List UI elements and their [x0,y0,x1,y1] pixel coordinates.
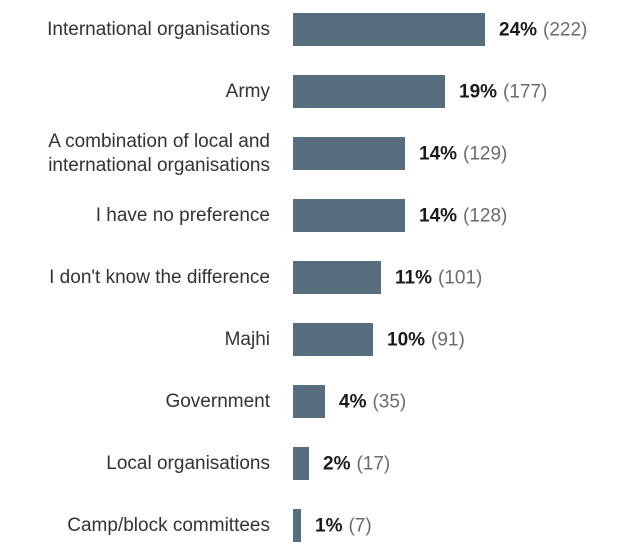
value-label-0: 24% (222) [499,19,587,40]
percent-label-8: 1% [315,515,343,536]
count-label-1: (177) [503,81,547,102]
category-label-6: Government [165,391,270,412]
count-label-7: (17) [356,453,390,474]
category-label-0: International organisations [47,19,270,40]
percent-label-3: 14% [419,205,457,226]
percent-label-7: 2% [323,453,351,474]
bar-8 [293,509,301,542]
category-label-7: Local organisations [106,453,270,474]
bar-7 [293,447,309,480]
category-label-1: Army [226,81,271,102]
value-label-6: 4% (35) [339,391,406,412]
value-label-7: 2% (17) [323,453,390,474]
count-label-8: (7) [348,515,371,536]
value-label-1: 19% (177) [459,81,547,102]
value-label-5: 10% (91) [387,329,465,350]
value-label-4: 11% (101) [395,267,482,288]
bar-6 [293,385,325,418]
bar-2 [293,137,405,170]
count-label-6: (35) [372,391,406,412]
count-label-4: (101) [438,267,482,288]
value-label-8: 1% (7) [315,515,372,536]
category-label-8: Camp/block committees [67,515,270,536]
category-label-2-line-1: international organisations [48,155,270,176]
percent-label-0: 24% [499,19,537,40]
bar-1 [293,75,445,108]
percent-label-5: 10% [387,329,425,350]
percent-label-1: 19% [459,81,497,102]
category-label-2-line-0: A combination of local and [48,131,270,152]
percent-label-6: 4% [339,391,367,412]
value-label-3: 14% (128) [419,205,507,226]
value-label-2: 14% (129) [419,143,507,164]
category-label-4: I don't know the difference [49,267,270,288]
category-label-5: Majhi [225,329,270,350]
count-label-0: (222) [543,19,587,40]
bar-5 [293,323,373,356]
bar-0 [293,13,485,46]
percent-label-4: 11% [395,267,432,288]
count-label-2: (129) [463,143,507,164]
count-label-5: (91) [431,329,465,350]
percent-label-2: 14% [419,143,457,164]
count-label-3: (128) [463,205,507,226]
bar-3 [293,199,405,232]
bar-4 [293,261,381,294]
category-label-3: I have no preference [96,205,270,226]
